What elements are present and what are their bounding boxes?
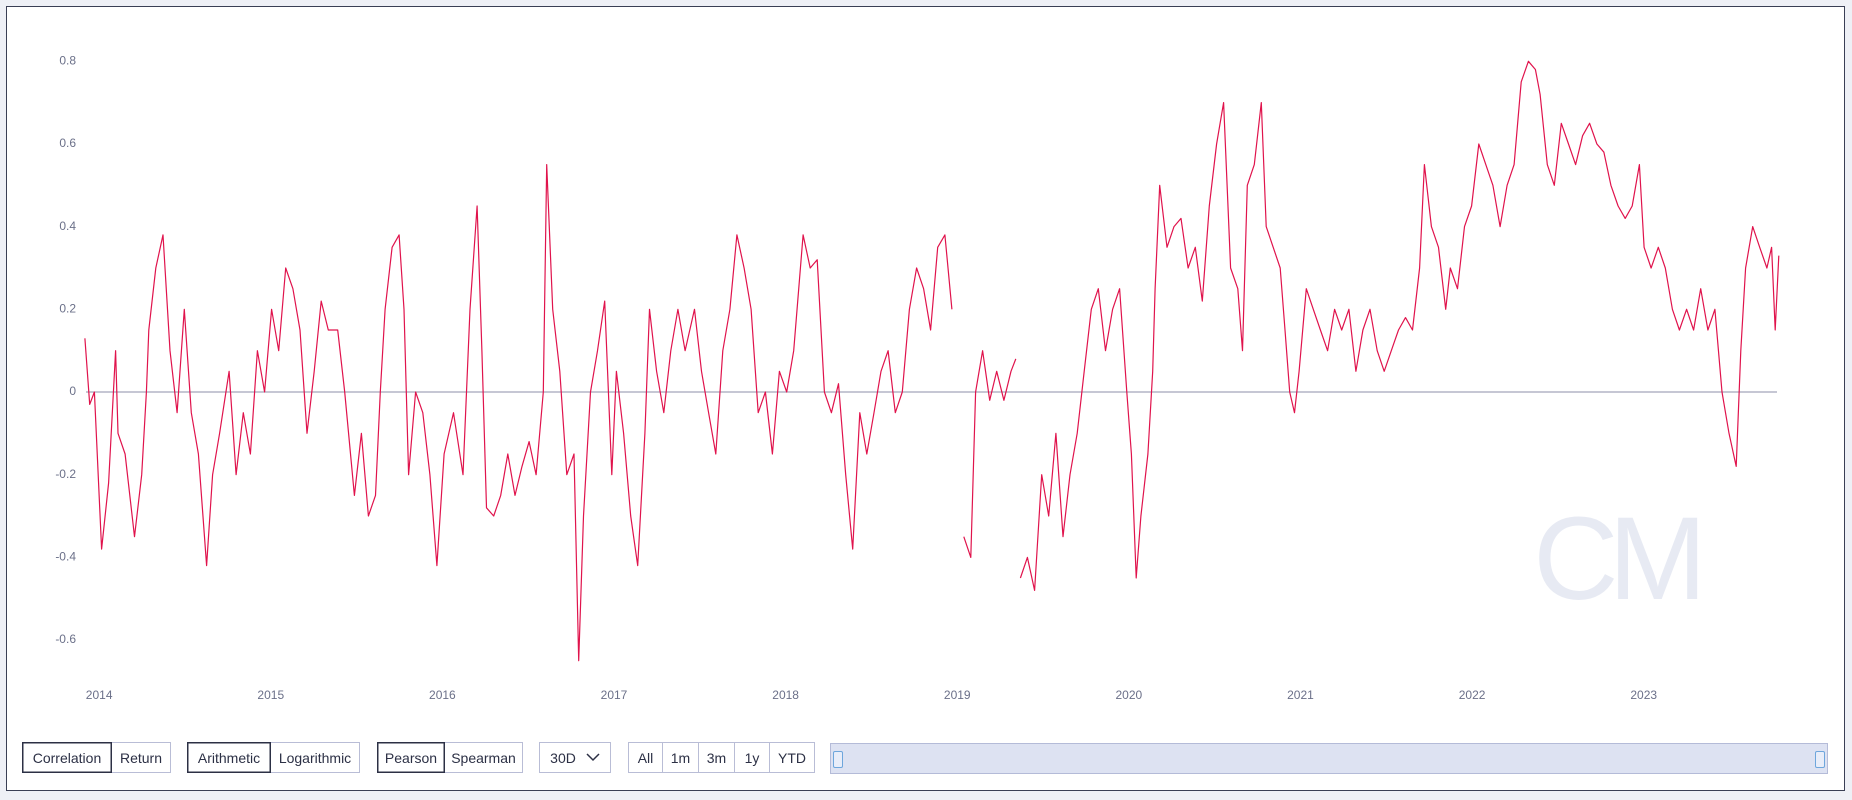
x-tick-label: 2023 [1630, 688, 1657, 702]
range-buttons: All 1m 3m 1y YTD [628, 742, 815, 773]
toggle-button[interactable]: 1m [663, 742, 699, 773]
x-tick-label: 2022 [1459, 688, 1486, 702]
x-tick-label: 2021 [1287, 688, 1314, 702]
x-tick-label: 2020 [1116, 688, 1143, 702]
watermark: CM [1533, 493, 1697, 625]
metric-toggle: Correlation Return [22, 742, 171, 773]
toggle-button[interactable]: Correlation [22, 742, 112, 773]
y-tick-label: -0.6 [55, 632, 76, 646]
toggle-button[interactable]: 1y [735, 742, 770, 773]
chart-panel [6, 6, 1845, 791]
slider-handle-left[interactable] [833, 751, 843, 768]
x-tick-label: 2019 [944, 688, 971, 702]
toggle-button[interactable]: Spearman [445, 742, 523, 773]
y-tick-label: 0.8 [59, 53, 76, 67]
method-toggle: Pearson Spearman [377, 742, 523, 773]
y-tick-label: -0.2 [55, 467, 76, 481]
window-dropdown: 30D [539, 742, 611, 773]
y-tick-label: 0.6 [59, 136, 76, 150]
toggle-button[interactable]: Return [112, 742, 171, 773]
toggle-button[interactable]: Logarithmic [271, 742, 360, 773]
series-line [84, 60, 1780, 662]
toggle-button[interactable]: 3m [699, 742, 735, 773]
range-slider[interactable] [830, 743, 1828, 774]
x-tick-label: 2014 [86, 688, 113, 702]
window-label: 30D [550, 749, 576, 766]
window-select[interactable]: 30D [539, 742, 611, 773]
x-tick-label: 2018 [772, 688, 799, 702]
x-tick-label: 2017 [601, 688, 628, 702]
scale-toggle: Arithmetic Logarithmic [187, 742, 360, 773]
toggle-button[interactable]: Pearson [377, 742, 445, 773]
slider-handle-right[interactable] [1815, 751, 1825, 768]
toggle-button[interactable]: Arithmetic [187, 742, 271, 773]
y-tick-label: 0.4 [59, 219, 76, 233]
chevron [586, 753, 600, 762]
y-tick-label: 0.2 [59, 301, 76, 315]
x-tick-label: 2015 [257, 688, 284, 702]
toggle-button[interactable]: YTD [770, 742, 815, 773]
toggle-button[interactable]: All [628, 742, 663, 773]
y-tick-label: 0 [69, 384, 76, 398]
x-tick-label: 2016 [429, 688, 456, 702]
y-tick-label: -0.4 [55, 550, 76, 564]
